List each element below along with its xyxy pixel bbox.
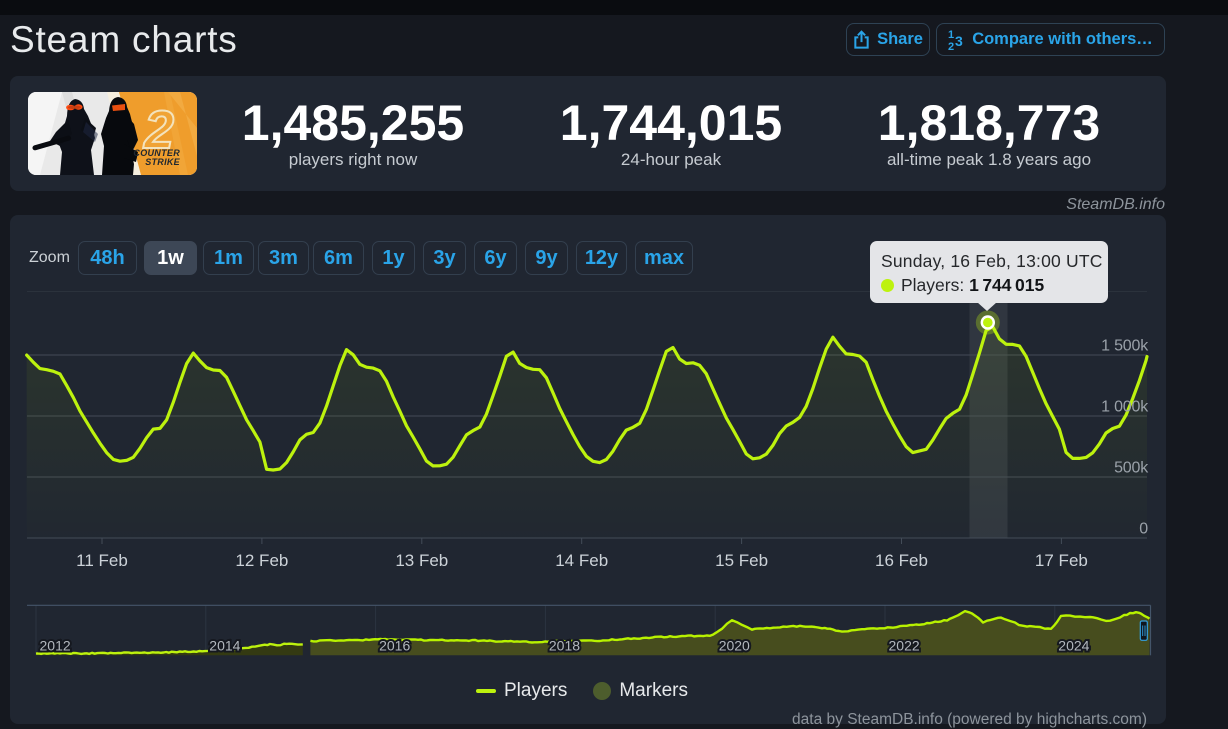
svg-text:17 Feb: 17 Feb (1035, 551, 1088, 570)
svg-text:2024: 2024 (1058, 638, 1089, 654)
svg-text:2016: 2016 (379, 638, 410, 654)
svg-text:2022: 2022 (889, 638, 920, 654)
svg-text:1 000k: 1 000k (1101, 399, 1149, 416)
svg-text:2012: 2012 (40, 638, 71, 654)
svg-text:3: 3 (955, 33, 963, 49)
svg-text:1 500k: 1 500k (1101, 338, 1149, 355)
svg-text:16 Feb: 16 Feb (875, 551, 928, 570)
svg-text:13 Feb: 13 Feb (395, 551, 448, 570)
svg-text:15 Feb: 15 Feb (715, 551, 768, 570)
svg-text:2018: 2018 (549, 638, 580, 654)
svg-text:STRIKE: STRIKE (145, 157, 180, 167)
svg-text:12 Feb: 12 Feb (235, 551, 288, 570)
svg-text:2014: 2014 (209, 638, 240, 654)
svg-text:2: 2 (143, 100, 174, 160)
svg-text:2: 2 (948, 41, 954, 51)
svg-text:14 Feb: 14 Feb (555, 551, 608, 570)
svg-text:1: 1 (948, 29, 954, 41)
svg-text:COUNTER: COUNTER (133, 148, 180, 158)
svg-text:11 Feb: 11 Feb (76, 551, 128, 570)
svg-text:500k: 500k (1114, 460, 1149, 477)
svg-text:0: 0 (1139, 521, 1148, 538)
svg-text:2020: 2020 (719, 638, 750, 654)
